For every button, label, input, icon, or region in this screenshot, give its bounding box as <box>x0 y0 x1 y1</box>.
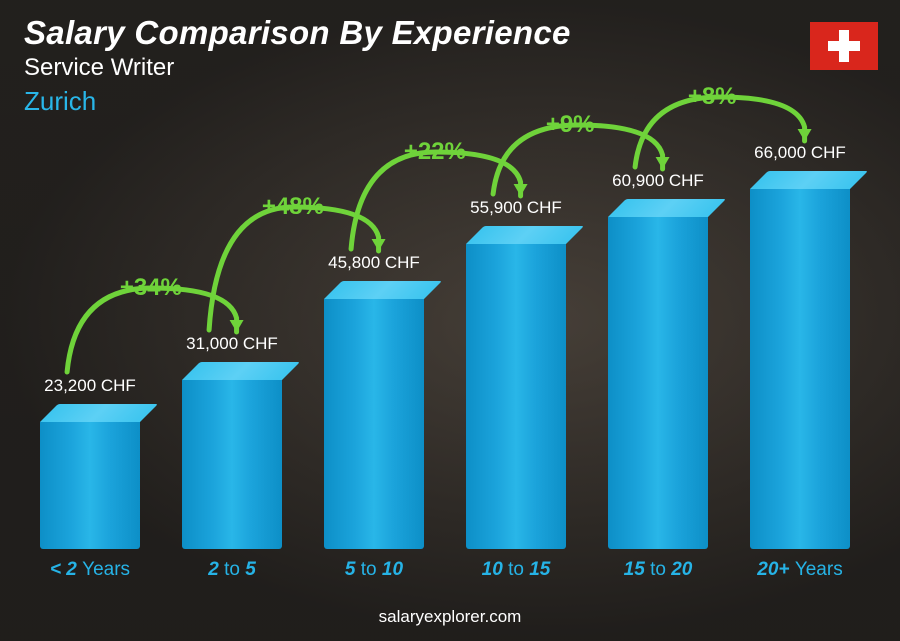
bar-value-label: 23,200 CHF <box>44 376 136 396</box>
increase-percent-label: +48% <box>262 193 324 221</box>
increase-percent-label: +22% <box>404 138 466 166</box>
bar <box>750 171 850 549</box>
bar-group: 66,000 CHF 20+ Years <box>740 143 860 581</box>
increase-percent-label: +34% <box>120 274 182 302</box>
bar-group: 60,900 CHF 15 to 20 <box>598 171 718 581</box>
bar-group: 45,800 CHF 5 to 10 <box>314 253 434 581</box>
increase-arc <box>30 111 860 581</box>
bar-group: 31,000 CHF 2 to 5 <box>172 334 292 581</box>
bar-group: 55,900 CHF 10 to 15 <box>456 198 576 581</box>
increase-percent-label: +8% <box>688 83 737 111</box>
bar-category-label: 20+ Years <box>757 559 842 581</box>
bar-category-label: 10 to 15 <box>482 559 551 581</box>
bar-group: 23,200 CHF < 2 Years <box>30 376 150 581</box>
bar-value-label: 60,900 CHF <box>612 171 704 191</box>
bar-category-label: 15 to 20 <box>624 559 693 581</box>
bar <box>324 281 424 549</box>
bar-value-label: 55,900 CHF <box>470 198 562 218</box>
country-flag <box>810 22 878 70</box>
increase-arc <box>30 111 860 581</box>
chart-title: Salary Comparison By Experience <box>24 14 571 52</box>
increase-arc <box>30 111 860 581</box>
bar-category-label: < 2 Years <box>50 559 130 581</box>
bar <box>466 226 566 549</box>
bar <box>182 362 282 549</box>
bar-category-label: 2 to 5 <box>208 559 256 581</box>
header: Salary Comparison By Experience Service … <box>24 14 571 117</box>
chart-subtitle: Service Writer <box>24 54 571 82</box>
increase-arc <box>30 111 860 581</box>
bar <box>40 404 140 549</box>
bar-chart: 23,200 CHF < 2 Years 31,000 CHF 2 to 5 45,80… <box>30 111 860 581</box>
bar <box>608 199 708 549</box>
bar-value-label: 66,000 CHF <box>754 143 846 163</box>
increase-percent-label: +9% <box>546 111 595 139</box>
increase-arc <box>30 111 860 581</box>
bar-value-label: 45,800 CHF <box>328 253 420 273</box>
bar-category-label: 5 to 10 <box>345 559 403 581</box>
footer-attribution: salaryexplorer.com <box>0 607 900 627</box>
bar-value-label: 31,000 CHF <box>186 334 278 354</box>
